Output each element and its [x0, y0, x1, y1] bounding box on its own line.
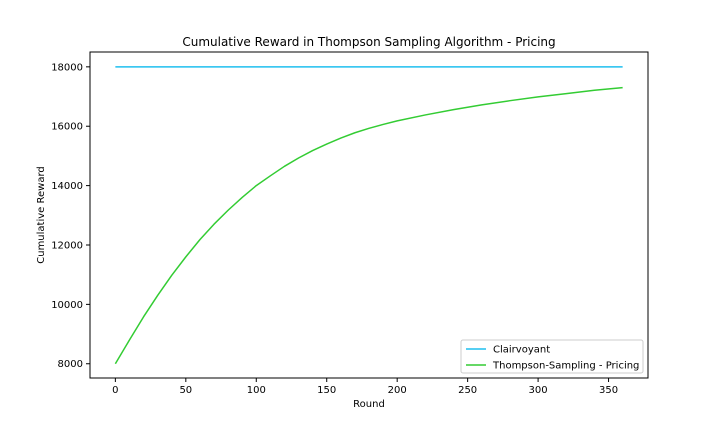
x-tick-label: 50 [179, 385, 192, 396]
series-line-thompson-sampling [114, 86, 623, 365]
chart-title: Cumulative Reward in Thompson Sampling A… [182, 35, 555, 49]
x-tick-label: 250 [458, 385, 477, 396]
x-tick-label: 300 [529, 385, 548, 396]
y-tick-label: 12000 [51, 240, 83, 251]
x-axis: 0 50 100 150 200 250 300 350 [112, 378, 618, 396]
x-tick-label: 150 [317, 385, 336, 396]
legend-entry: Thompson-Sampling - Pricing [492, 361, 639, 372]
x-tick-label: 0 [112, 385, 118, 396]
x-tick-label: 350 [599, 385, 618, 396]
y-tick-label: 8000 [58, 359, 83, 370]
legend: Clairvoyant Thompson-Sampling - Pricing [460, 339, 644, 374]
x-tick-label: 200 [388, 385, 407, 396]
y-axis-label: Cumulative Reward [36, 166, 47, 264]
plot-area [89, 51, 649, 379]
y-tick-label: 16000 [51, 122, 83, 133]
x-axis-label: Round [353, 399, 385, 410]
y-tick-label: 14000 [51, 181, 83, 192]
y-tick-label: 18000 [51, 62, 83, 73]
y-tick-label: 10000 [51, 300, 83, 311]
series-lines [114, 66, 623, 365]
x-tick-label: 100 [247, 385, 266, 396]
legend-box [460, 339, 644, 374]
y-axis: 8000 10000 12000 14000 16000 18000 [51, 62, 90, 370]
legend-entry: Clairvoyant [493, 345, 550, 356]
